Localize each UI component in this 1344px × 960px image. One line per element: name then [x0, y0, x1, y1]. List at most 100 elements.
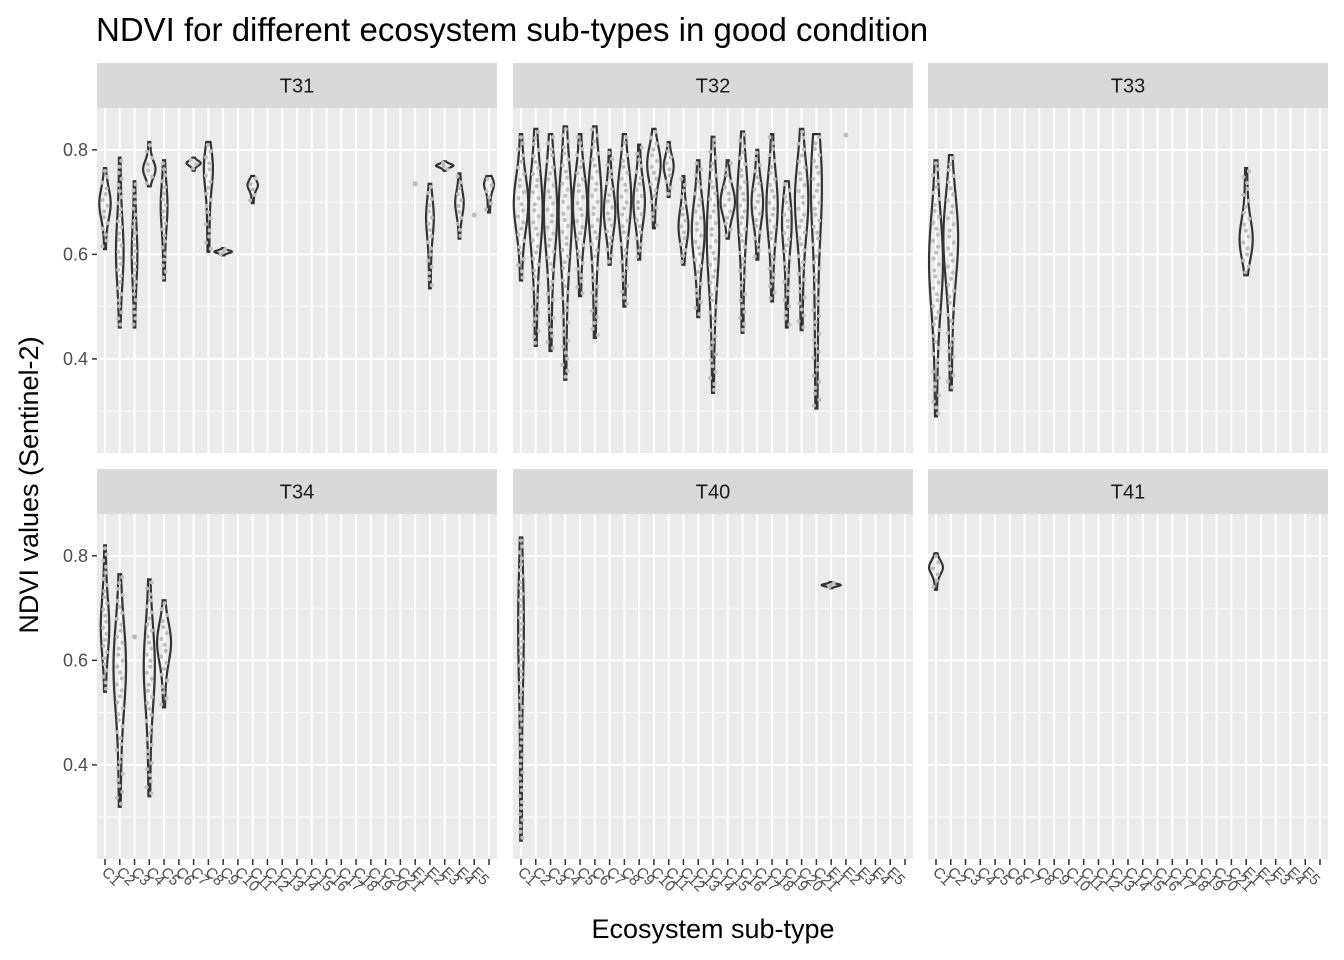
data-point	[712, 322, 717, 327]
data-point	[742, 321, 747, 326]
data-point	[931, 584, 936, 589]
data-point	[520, 835, 525, 840]
data-point	[609, 187, 614, 192]
single-data-point	[132, 634, 138, 640]
data-point	[946, 349, 951, 354]
data-point	[531, 220, 536, 225]
data-point	[812, 260, 817, 265]
data-point	[738, 221, 743, 226]
data-point	[1241, 258, 1246, 263]
data-point	[797, 236, 802, 241]
data-point	[117, 164, 122, 169]
data-point	[103, 570, 108, 575]
data-point	[595, 314, 600, 319]
data-point	[521, 220, 526, 225]
data-point	[429, 234, 434, 239]
data-point	[549, 213, 554, 218]
data-point	[708, 346, 713, 351]
data-point	[208, 246, 213, 251]
data-point	[101, 674, 106, 679]
data-point	[535, 178, 540, 183]
data-point	[575, 267, 580, 272]
data-point	[1241, 240, 1246, 245]
data-point	[560, 344, 565, 349]
data-point	[534, 184, 539, 189]
facet-strip-label: T40	[696, 482, 730, 504]
data-point	[620, 289, 625, 294]
data-point	[563, 193, 568, 198]
data-point	[457, 186, 462, 191]
data-point	[787, 188, 792, 193]
data-point	[120, 754, 125, 759]
data-point	[517, 663, 522, 668]
data-point	[560, 181, 565, 186]
data-point	[727, 197, 732, 202]
data-point	[949, 318, 954, 323]
data-point	[579, 159, 584, 164]
data-point	[767, 135, 772, 140]
data-point	[427, 277, 432, 282]
data-point	[427, 270, 432, 275]
data-point	[755, 199, 760, 204]
data-point	[547, 303, 552, 308]
data-point	[813, 141, 818, 146]
data-point	[536, 166, 541, 171]
data-point	[115, 765, 120, 770]
data-point	[814, 188, 819, 193]
data-point	[817, 200, 822, 205]
data-point	[931, 304, 936, 309]
data-point	[605, 199, 610, 204]
data-point	[785, 292, 790, 296]
data-point	[531, 154, 536, 159]
data-point	[725, 173, 730, 178]
data-point	[933, 274, 938, 279]
data-point	[936, 167, 941, 172]
data-point	[784, 243, 789, 248]
data-point	[796, 254, 801, 259]
data-point	[560, 362, 565, 367]
data-point	[564, 175, 569, 180]
data-point	[145, 634, 150, 639]
violin-t33-2	[1238, 167, 1254, 277]
data-point	[668, 155, 673, 160]
data-point	[708, 215, 713, 220]
data-point	[146, 749, 151, 754]
data-point	[519, 226, 524, 231]
violin-t31-6	[202, 140, 215, 253]
data-point	[518, 764, 523, 769]
data-point	[771, 272, 776, 277]
data-point	[801, 313, 806, 318]
data-point	[104, 583, 109, 587]
data-point	[590, 157, 595, 162]
data-point	[950, 270, 955, 275]
data-point	[517, 568, 522, 573]
data-point	[754, 224, 759, 229]
data-point	[753, 169, 758, 174]
violin-t31-11	[454, 172, 465, 240]
data-point	[519, 788, 524, 793]
data-point	[934, 250, 939, 255]
data-point	[160, 684, 165, 689]
data-point	[710, 161, 715, 166]
data-point	[119, 742, 124, 747]
data-point	[767, 153, 772, 158]
data-point	[696, 203, 701, 208]
data-point	[936, 375, 941, 380]
data-point	[560, 229, 565, 234]
data-point	[738, 185, 743, 190]
data-point	[621, 230, 626, 235]
data-point	[709, 292, 714, 297]
data-point	[536, 262, 541, 267]
data-point	[801, 135, 806, 140]
data-point	[120, 592, 125, 597]
data-point	[619, 147, 624, 152]
y-tick-label: 0.4	[63, 349, 88, 369]
data-point	[518, 758, 523, 763]
data-point	[799, 307, 804, 312]
data-point	[536, 148, 541, 152]
data-point	[697, 251, 702, 256]
data-point	[620, 277, 625, 282]
data-point	[519, 544, 524, 549]
data-point	[624, 301, 629, 306]
